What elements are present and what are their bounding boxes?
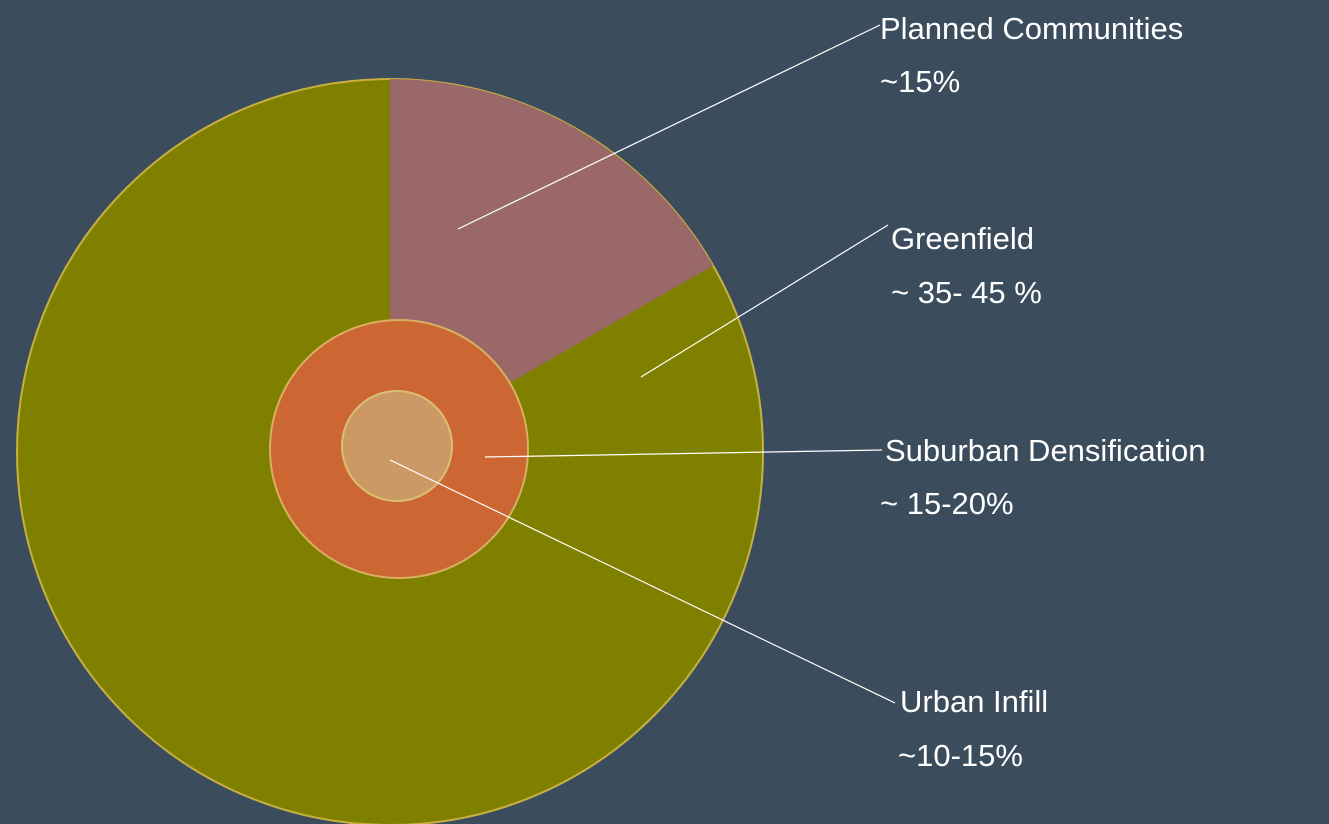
label-share: ~ 35- 45 %: [891, 275, 1042, 310]
label-share: ~15%: [880, 64, 960, 99]
label-name: Suburban Densification: [885, 433, 1206, 468]
label-name: Planned Communities: [880, 11, 1183, 46]
label-name: Urban Infill: [900, 684, 1048, 719]
urban-core: [341, 390, 453, 502]
leader-line: [389, 459, 896, 704]
leader-line: [640, 224, 889, 378]
label-share: ~ 15-20%: [880, 486, 1014, 521]
leader-line: [457, 24, 881, 230]
label-name: Greenfield: [891, 221, 1034, 256]
leader-line: [484, 449, 883, 458]
label-share: ~10-15%: [898, 738, 1023, 773]
